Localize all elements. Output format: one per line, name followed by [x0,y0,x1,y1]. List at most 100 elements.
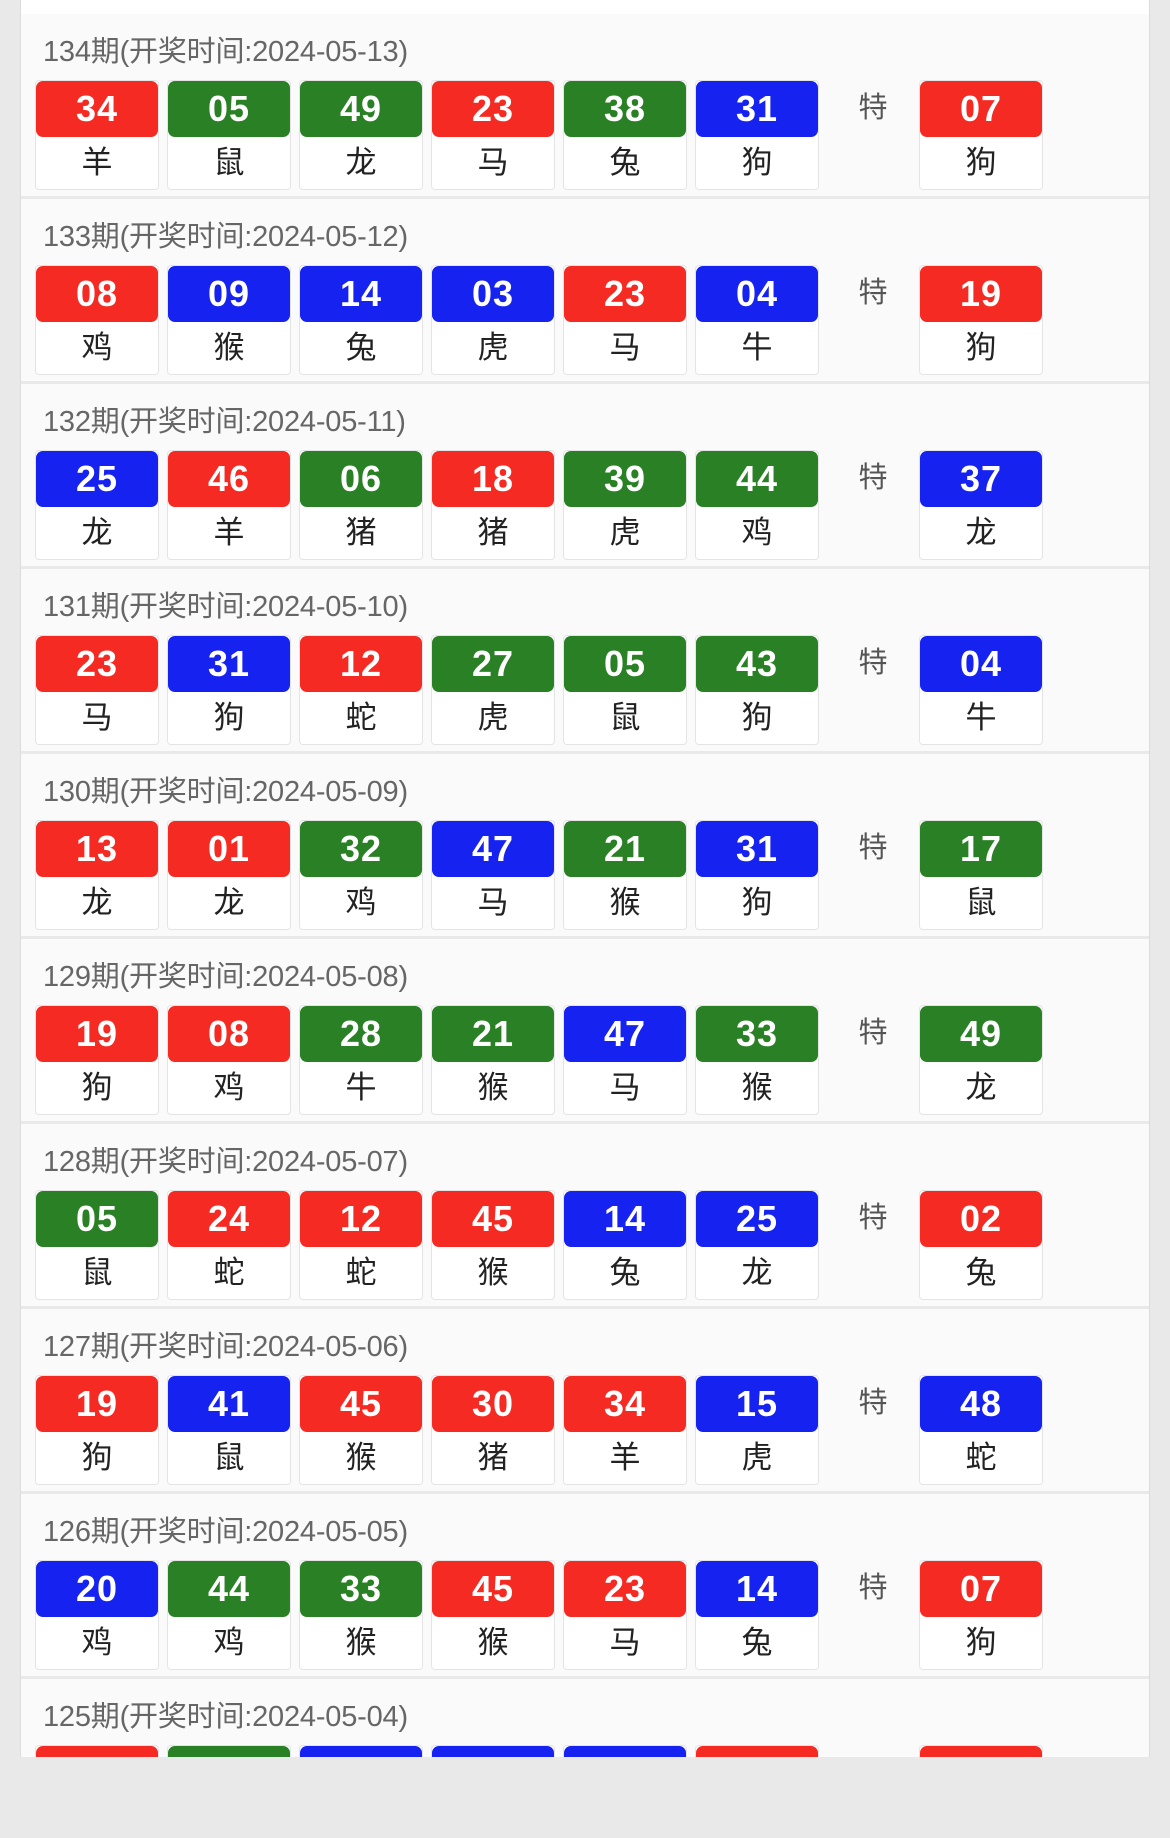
ball-number: 05 [564,636,686,692]
ball-zodiac: 鸡 [36,1617,158,1669]
special-ball-cell[interactable]: 48 蛇 [919,1375,1043,1485]
special-ball-zodiac: 兔 [920,1247,1042,1299]
special-ball-number: 48 [920,1376,1042,1432]
draw-row[interactable]: 128期(开奖时间:2024-05-07) 05 鼠 24 蛇 12 蛇 45 猴 14 兔 25 龙特… [21,1124,1149,1309]
special-ball-cell[interactable] [919,1745,1043,1757]
ball-zodiac: 蛇 [168,1247,290,1299]
special-ball-cell[interactable]: 17 鼠 [919,820,1043,930]
ball-cell[interactable]: 31 狗 [695,80,819,190]
draw-row[interactable]: 125期(开奖时间:2024-05-04) 特 [21,1679,1149,1757]
ball-cell[interactable]: 05 鼠 [35,1190,159,1300]
ball-cell[interactable]: 39 虎 [563,450,687,560]
ball-cell[interactable]: 08 鸡 [35,265,159,375]
ball-cell[interactable]: 49 龙 [299,80,423,190]
ball-cell[interactable]: 14 兔 [695,1560,819,1670]
ball-cell[interactable]: 04 牛 [695,265,819,375]
ball-cell[interactable]: 03 虎 [431,265,555,375]
ball-cell[interactable]: 34 羊 [35,80,159,190]
ball-cell[interactable]: 27 虎 [431,635,555,745]
ball-cell[interactable]: 33 猴 [695,1005,819,1115]
special-ball-cell[interactable]: 37 龙 [919,450,1043,560]
ball-cell[interactable]: 41 鼠 [167,1375,291,1485]
ball-cell[interactable]: 19 狗 [35,1375,159,1485]
special-ball-cell[interactable]: 49 龙 [919,1005,1043,1115]
ball-cell[interactable]: 12 蛇 [299,1190,423,1300]
ball-cell[interactable]: 15 虎 [695,1375,819,1485]
special-ball-cell[interactable]: 19 狗 [919,265,1043,375]
draw-row[interactable]: 130期(开奖时间:2024-05-09) 13 龙 01 龙 32 鸡 47 马 21 猴 31 狗特… [21,754,1149,939]
ball-cell[interactable] [431,1745,555,1757]
ball-cell[interactable]: 24 蛇 [167,1190,291,1300]
ball-cell[interactable]: 45 猴 [299,1375,423,1485]
special-ball-cell[interactable]: 02 兔 [919,1190,1043,1300]
draw-row[interactable]: 134期(开奖时间:2024-05-13) 34 羊 05 鼠 49 龙 23 马 38 兔 31 狗特… [21,14,1149,199]
ball-number: 31 [168,636,290,692]
ball-cell[interactable]: 14 兔 [299,265,423,375]
draw-row[interactable]: 133期(开奖时间:2024-05-12) 08 鸡 09 猴 14 兔 03 虎 23 马 04 牛 特… [21,199,1149,384]
draw-row[interactable]: 127期(开奖时间:2024-05-06) 19 狗 41 鼠 45 猴 30 猪 34 羊 15 虎 特… [21,1309,1149,1494]
ball-cell[interactable]: 01 龙 [167,820,291,930]
ball-cell[interactable]: 21 猴 [431,1005,555,1115]
ball-cell[interactable]: 47 马 [431,820,555,930]
ball-zodiac: 狗 [696,137,818,189]
ball-cell[interactable]: 25 龙 [35,450,159,560]
ball-zodiac: 龙 [168,877,290,929]
ball-number: 21 [432,1006,554,1062]
ball-cell[interactable]: 06 猪 [299,450,423,560]
ball-number: 14 [300,266,422,322]
ball-cell[interactable]: 05 鼠 [167,80,291,190]
ball-cell[interactable]: 05 鼠 [563,635,687,745]
ball-cell[interactable]: 45 猴 [431,1560,555,1670]
ball-zodiac: 马 [36,692,158,744]
ball-cell[interactable] [563,1745,687,1757]
ball-cell[interactable]: 31 狗 [695,820,819,930]
ball-cell[interactable]: 31 狗 [167,635,291,745]
ball-cell[interactable]: 18 猪 [431,450,555,560]
ball-cell[interactable]: 08 鸡 [167,1005,291,1115]
ball-cell[interactable]: 33 猴 [299,1560,423,1670]
draw-row[interactable]: 132期(开奖时间:2024-05-11) 25 龙 46 羊 06 猪 18 猪 39 虎 44 鸡特… [21,384,1149,569]
ball-cell[interactable]: 25 龙 [695,1190,819,1300]
balls-row: 34 羊 05 鼠 49 龙 23 马 38 兔 31 狗特 07 狗 [21,80,1149,190]
ball-cell[interactable]: 21 猴 [563,820,687,930]
ball-number: 03 [432,266,554,322]
ball-number: 49 [300,81,422,137]
ball-cell[interactable]: 47 马 [563,1005,687,1115]
ball-cell[interactable]: 32 鸡 [299,820,423,930]
ball-cell[interactable]: 19 狗 [35,1005,159,1115]
ball-cell[interactable]: 43 狗 [695,635,819,745]
ball-cell[interactable]: 28 牛 [299,1005,423,1115]
ball-cell[interactable]: 23 马 [563,265,687,375]
ball-cell[interactable] [167,1745,291,1757]
special-ball-cell[interactable]: 04 牛 [919,635,1043,745]
draw-row[interactable]: 126期(开奖时间:2024-05-05) 20 鸡 44 鸡 33 猴 45 猴 23 马 14 兔特… [21,1494,1149,1679]
ball-cell[interactable]: 20 鸡 [35,1560,159,1670]
ball-cell[interactable]: 23 马 [35,635,159,745]
ball-cell[interactable]: 38 兔 [563,80,687,190]
ball-cell[interactable]: 44 鸡 [167,1560,291,1670]
ball-cell[interactable] [35,1745,159,1757]
ball-cell[interactable]: 23 马 [563,1560,687,1670]
ball-cell[interactable]: 09 猴 [167,265,291,375]
ball-number: 12 [300,1191,422,1247]
special-label: 特 [858,1017,888,1049]
ball-cell[interactable] [299,1745,423,1757]
ball-cell[interactable]: 34 羊 [563,1375,687,1485]
ball-zodiac: 羊 [168,507,290,559]
ball-cell[interactable]: 46 羊 [167,450,291,560]
ball-cell[interactable]: 45 猴 [431,1190,555,1300]
ball-cell[interactable]: 30 猪 [431,1375,555,1485]
ball-cell[interactable] [695,1745,819,1757]
ball-cell[interactable]: 12 蛇 [299,635,423,745]
ball-cell[interactable]: 23 马 [431,80,555,190]
draw-row[interactable]: 129期(开奖时间:2024-05-08) 19 狗 08 鸡 28 牛 21 猴 47 马 33 猴特… [21,939,1149,1124]
ball-cell[interactable]: 14 兔 [563,1190,687,1300]
ball-cell[interactable]: 13 龙 [35,820,159,930]
ball-cell[interactable]: 44 鸡 [695,450,819,560]
special-ball-cell[interactable]: 07 狗 [919,80,1043,190]
ball-zodiac: 羊 [564,1432,686,1484]
special-ball-cell[interactable]: 07 狗 [919,1560,1043,1670]
draw-row[interactable]: 131期(开奖时间:2024-05-10) 23 马 31 狗 12 蛇 27 虎 05 鼠 43 狗特… [21,569,1149,754]
special-ball-zodiac: 狗 [920,322,1042,374]
